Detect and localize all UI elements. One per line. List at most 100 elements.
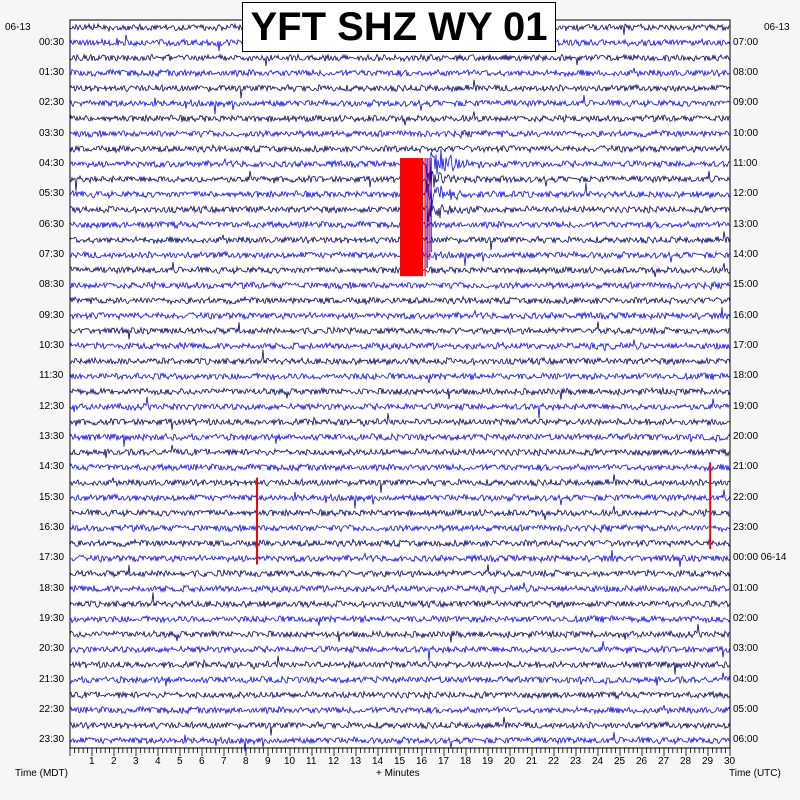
right-time-label: 20:00 — [733, 431, 759, 443]
trace-line-6 — [69, 111, 730, 126]
right-time-label: 02:00 — [733, 613, 759, 625]
right-time-label: 11:00 — [733, 158, 758, 170]
trace-line-2 — [69, 53, 731, 67]
right-time-label: 03:00 — [733, 643, 759, 655]
left-time-label: 03:30 — [39, 127, 65, 139]
trace-line-8 — [69, 143, 731, 154]
trace-line-29 — [69, 462, 731, 473]
trace-line-31 — [69, 489, 731, 509]
minute-label: 14 — [372, 756, 384, 767]
trace-line-24 — [69, 386, 731, 400]
left-time-label: 00:30 — [39, 36, 65, 48]
minute-label: 1 — [89, 756, 95, 767]
trace-line-19 — [69, 307, 731, 321]
trace-line-20 — [69, 321, 731, 340]
station-title-box: YFT SHZ WY 01 — [242, 2, 556, 52]
trace-line-21 — [69, 339, 731, 352]
left-time-label: 01:30 — [39, 67, 65, 78]
left-time-label: 11:30 — [39, 370, 64, 382]
minute-label: 17 — [438, 756, 450, 767]
right-time-label: 12:00 — [733, 188, 759, 200]
trace-line-28 — [69, 444, 731, 459]
minute-label: 28 — [680, 756, 692, 767]
right-time-label: 09:00 — [733, 97, 759, 109]
trace-line-3 — [69, 67, 730, 78]
left-time-label: 13:30 — [39, 431, 65, 443]
right-time-label: 04:00 — [733, 673, 759, 685]
left-time-label: 18:30 — [39, 582, 65, 594]
trace-line-39 — [69, 614, 731, 626]
left-time-label: 10:30 — [39, 340, 65, 352]
trace-line-5 — [69, 95, 731, 115]
trace-line-35 — [69, 549, 731, 568]
trace-line-36 — [69, 564, 731, 579]
left-time-label: 07:30 — [39, 249, 65, 261]
right-time-label: 05:00 — [733, 704, 759, 716]
left-time-label: 12:30 — [39, 400, 65, 412]
right-time-label: 08:00 — [733, 67, 759, 78]
minute-label: 2 — [111, 756, 117, 767]
trace-line-42 — [69, 655, 731, 675]
minute-label: 3 — [133, 756, 139, 767]
minute-label: 8 — [243, 756, 249, 767]
right-time-label: 22:00 — [733, 491, 759, 503]
trace-line-41 — [69, 641, 731, 662]
left-time-label: 04:30 — [39, 158, 65, 170]
trace-line-33 — [69, 523, 731, 534]
center-axis-label: + Minutes — [376, 768, 420, 779]
minute-label: 7 — [221, 756, 227, 767]
right-time-label: 15:00 — [733, 279, 759, 291]
trace-line-40 — [69, 624, 731, 643]
right-time-label: 06:00 — [733, 734, 759, 746]
minute-label: 26 — [636, 756, 648, 767]
seismic-traces — [69, 22, 731, 752]
right-time-label: 18:00 — [733, 370, 759, 382]
minute-label: 10 — [284, 756, 296, 767]
minute-label: 5 — [177, 756, 183, 767]
left-time-label: 06:30 — [39, 218, 65, 230]
trace-line-43 — [69, 672, 731, 687]
right-time-label: 13:00 — [733, 218, 759, 230]
left-time-label: 21:30 — [39, 673, 65, 685]
minute-label: 18 — [460, 756, 472, 767]
right-time-label: 17:00 — [733, 340, 759, 352]
minute-label: 4 — [155, 756, 161, 767]
trace-line-7 — [69, 128, 731, 140]
right-time-label: 19:00 — [733, 400, 759, 412]
clipped-event-block — [400, 158, 424, 277]
right-time-label: 16:00 — [733, 309, 759, 321]
trace-line-37 — [69, 582, 731, 595]
minute-label: 29 — [702, 756, 714, 767]
x-axis-ticks — [69, 748, 731, 756]
minute-label: 30 — [724, 756, 736, 767]
right-time-label: 10:00 — [733, 127, 759, 139]
left-time-label: 20:30 — [39, 643, 65, 655]
date-label-left: 06-13 — [5, 22, 31, 33]
left-time-label: 08:30 — [39, 279, 65, 291]
minute-label: 11 — [306, 756, 317, 767]
station-title: YFT SHZ WY 01 — [250, 4, 548, 49]
right-time-label: 21:00 — [733, 461, 759, 473]
right-axis-label: Time (UTC) — [729, 768, 781, 779]
minute-label: 6 — [199, 756, 205, 767]
trace-line-44 — [69, 690, 731, 700]
trace-line-22 — [69, 349, 731, 367]
right-time-label: 07:00 — [733, 36, 759, 48]
trace-line-27 — [69, 432, 731, 447]
trace-line-47 — [69, 732, 731, 752]
minute-label: 22 — [548, 756, 560, 767]
minute-label: 13 — [350, 756, 362, 767]
minute-label: 20 — [504, 756, 516, 767]
minute-label: 12 — [328, 756, 340, 767]
trace-line-4 — [69, 79, 731, 99]
left-time-label: 23:30 — [39, 734, 65, 746]
trace-line-46 — [69, 716, 731, 736]
minute-label: 19 — [482, 756, 494, 767]
date-label-right: 06-13 — [764, 22, 790, 33]
trace-line-34 — [69, 538, 731, 549]
left-axis-label: Time (MDT) — [15, 768, 68, 779]
left-time-label: 19:30 — [39, 613, 65, 625]
minute-label: 16 — [416, 756, 428, 767]
